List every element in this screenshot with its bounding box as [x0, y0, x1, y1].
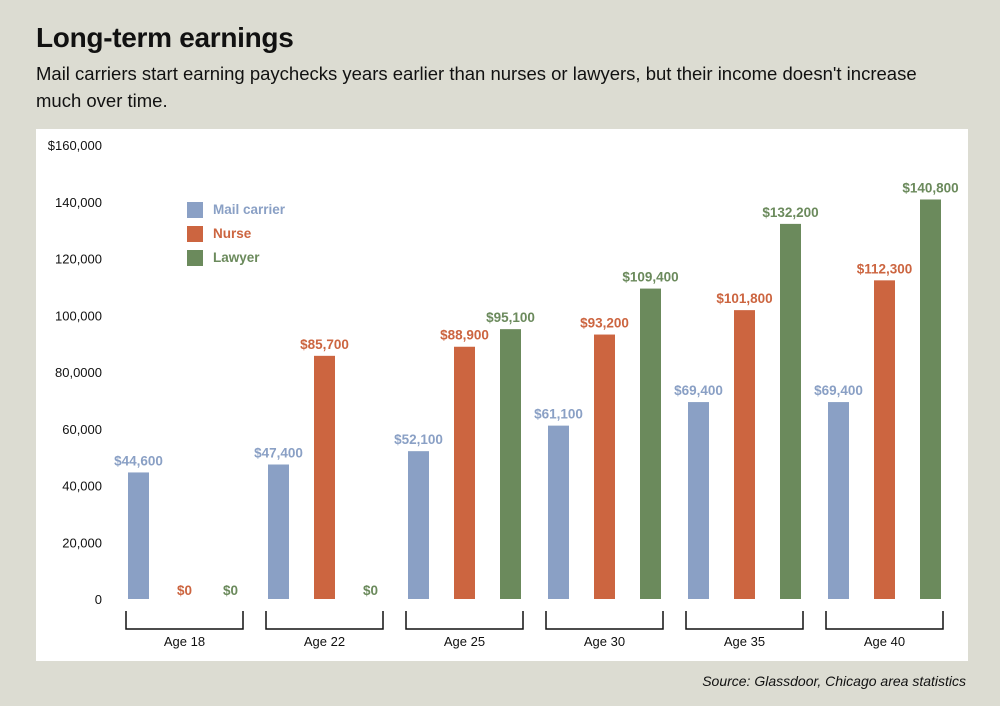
bar [640, 288, 661, 599]
bar [268, 464, 289, 599]
chart-subtitle: Mail carriers start earning paychecks ye… [36, 63, 917, 111]
data-label: $95,100 [486, 310, 535, 325]
data-label: $93,200 [580, 316, 629, 331]
x-tick-label: Age 22 [304, 634, 345, 649]
legend-label: Nurse [213, 226, 252, 241]
bar [780, 223, 801, 599]
category-bracket [685, 611, 804, 630]
data-label: $61,100 [534, 407, 583, 422]
bar [688, 402, 709, 599]
legend-label: Mail carrier [213, 202, 286, 217]
y-tick-label: 140,000 [55, 195, 102, 210]
x-tick-label: Age 30 [584, 634, 625, 649]
data-label: $88,900 [440, 328, 489, 343]
y-tick-label: $160,000 [48, 138, 102, 153]
data-label: $101,800 [716, 291, 772, 306]
data-label: $109,400 [622, 270, 678, 285]
legend-label: Lawyer [213, 250, 260, 265]
x-tick-label: Age 25 [444, 634, 485, 649]
bar [128, 472, 149, 599]
data-label: $69,400 [674, 383, 723, 398]
category-bracket [545, 611, 664, 630]
bar-chart: 0 20,000 40,000 60,000 80,0000 100,000 120,000… [48, 138, 959, 649]
x-tick-label: Age 35 [724, 634, 765, 649]
bar [408, 451, 429, 599]
y-tick-label: 60,000 [62, 422, 102, 437]
x-tick-label: Age 40 [864, 634, 905, 649]
bar [548, 425, 569, 599]
data-label: $52,100 [394, 432, 443, 447]
data-label: $140,800 [902, 180, 958, 195]
bar [500, 329, 521, 599]
y-tick-label: 80,0000 [55, 365, 102, 380]
data-label: $0 [223, 583, 238, 598]
bar [314, 355, 335, 599]
category-bracket [265, 611, 384, 630]
data-label: $132,200 [762, 205, 818, 220]
data-label: $69,400 [814, 383, 863, 398]
y-tick-label: 0 [95, 592, 102, 607]
y-tick-label: 20,000 [62, 535, 102, 550]
data-label: $0 [363, 583, 378, 598]
chart-title: Long-term earnings [36, 22, 294, 53]
bar [920, 199, 941, 599]
bar [594, 334, 615, 599]
data-label: $85,700 [300, 337, 349, 352]
x-tick-label: Age 18 [164, 634, 205, 649]
data-label: $44,600 [114, 453, 163, 468]
legend-swatch [187, 226, 203, 242]
bar [454, 346, 475, 599]
legend-swatch [187, 202, 203, 218]
y-tick-label: 120,000 [55, 252, 102, 267]
category-bracket [405, 611, 524, 630]
legend-swatch [187, 250, 203, 266]
chart-panel: 0 20,000 40,000 60,000 80,0000 100,000 120,000… [36, 129, 968, 661]
data-label: $0 [177, 583, 192, 598]
source-note: Source: Glassdoor, Chicago area statisti… [702, 673, 966, 689]
data-label: $112,300 [857, 261, 913, 276]
category-bracket [125, 611, 244, 630]
bar [874, 280, 895, 599]
y-tick-label: 40,000 [62, 479, 102, 494]
y-tick-label: 100,000 [55, 308, 102, 323]
category-bracket [825, 611, 944, 630]
bar [828, 402, 849, 599]
bar [734, 310, 755, 599]
data-label: $47,400 [254, 446, 303, 461]
